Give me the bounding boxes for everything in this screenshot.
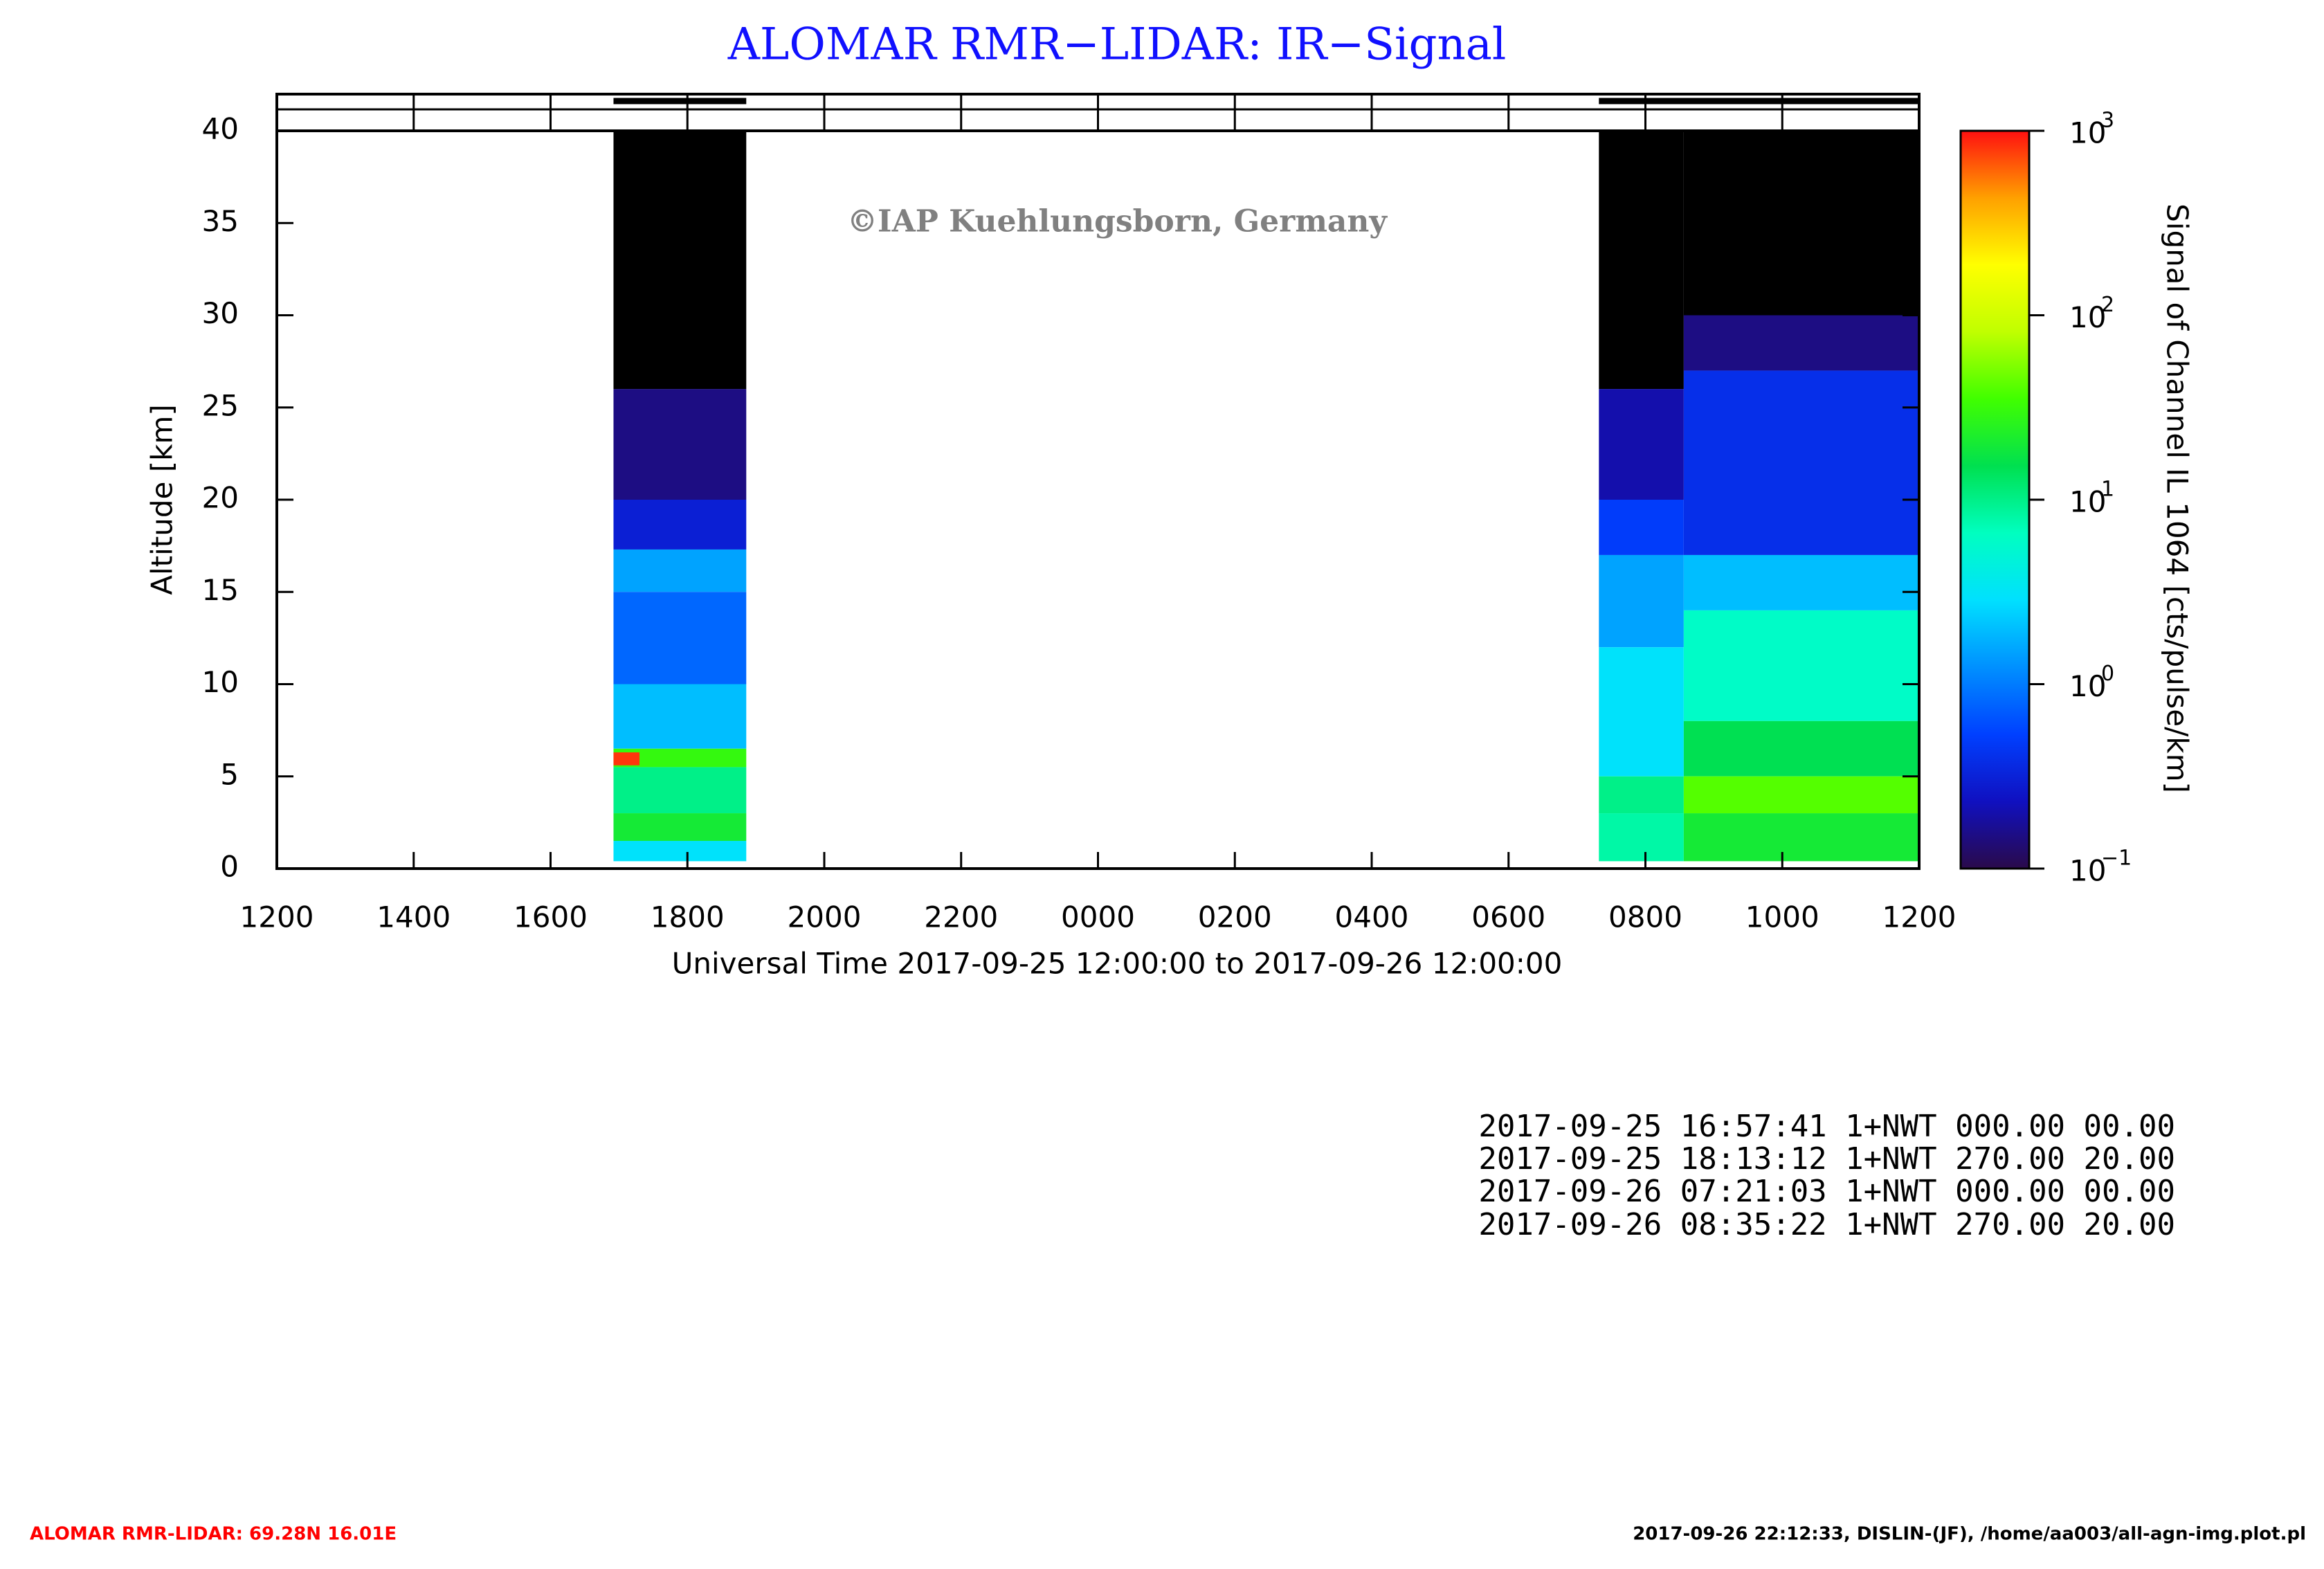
footer-right: 2017-09-26 22:12:33, DISLIN-(JF), /home/… [1633,1524,2306,1545]
colorbar-label: Signal of Channel IL 1064 [cts/pulse/km] [2161,203,2195,793]
x-tick-label: 2200 [924,900,998,934]
colorbar-tick-exponent: 1 [2101,478,2114,502]
x-tick-label: 2000 [788,900,862,934]
heatmap-cell [1599,776,1684,814]
heatmap-cell [613,767,747,814]
colorbar [1959,129,2031,870]
x-tick-label: 1600 [514,900,588,934]
chart-title: ALOMAR RMR−LIDAR: IR−Signal [727,19,1507,71]
colorbar-tick-exponent: 2 [2101,293,2114,317]
x-tick-label: 1400 [376,900,451,934]
heatmap-cell [1599,813,1684,862]
heatmap-cell [613,684,747,749]
colorbar-tick-label: 10 [2069,854,2106,888]
heatmap-cell [613,131,747,390]
heatmap-cell [1599,389,1684,500]
info-line: 2017-09-25 16:57:41 1+NWT 000.00 00.00 [1478,1109,2175,1144]
y-tick-label: 5 [220,757,239,791]
heatmap-cell [1683,610,1919,721]
y-tick-label: 35 [202,204,239,238]
x-tick-label: 1200 [1882,900,1957,934]
heatmap-cell [613,752,640,765]
y-tick-label: 0 [220,850,239,884]
info-line: 2017-09-26 08:35:22 1+NWT 270.00 20.00 [1478,1207,2175,1242]
colorbar-tick-label: 10 [2069,485,2106,519]
colorbar-tick-label: 10 [2069,669,2106,703]
heatmap-cell [1683,131,1919,316]
info-line: 2017-09-26 07:21:03 1+NWT 000.00 00.00 [1478,1174,2175,1209]
heatmap-cell [1599,554,1684,648]
x-tick-label: 0000 [1061,900,1135,934]
x-tick-label: 0800 [1608,900,1682,934]
footer-left: ALOMAR RMR-LIDAR: 69.28N 16.01E [30,1524,397,1545]
colorbar-tick-exponent: 0 [2101,662,2114,686]
heatmap-cell [613,841,747,862]
y-tick-label: 25 [202,388,239,422]
x-tick-label: 0200 [1198,900,1272,934]
colorbar-tick-exponent: 3 [2101,109,2114,133]
heatmap-cell [1683,370,1919,555]
x-tick-label: 1000 [1745,900,1819,934]
y-tick-label: 10 [202,665,239,699]
y-tick-label: 15 [202,573,239,607]
y-tick-label: 30 [202,296,239,330]
colorbar-tick-label: 10 [2069,116,2106,150]
heatmap-cell [613,389,747,500]
heatmap-cell [1683,720,1919,777]
colorbar-tick-label: 10 [2069,300,2106,334]
info-line: 2017-09-25 18:13:12 1+NWT 270.00 20.00 [1478,1141,2175,1177]
x-axis-label: Universal Time 2017-09-25 12:00:00 to 20… [672,947,1563,981]
x-tick-label: 1800 [651,900,725,934]
x-tick-label: 0600 [1471,900,1545,934]
y-tick-label: 20 [202,481,239,515]
x-tick-label: 0400 [1335,900,1409,934]
x-tick-label: 1200 [240,900,314,934]
y-tick-label: 40 [202,112,239,146]
heatmap-cell [1683,813,1919,862]
heatmap-cell [613,592,747,684]
heatmap-cell [1599,500,1684,555]
heatmap-cell [1683,315,1919,371]
heatmap-cell [613,813,747,842]
heatmap-cell [1683,776,1919,814]
heatmap-cell [1599,131,1684,390]
colorbar-tick-exponent: −1 [2101,846,2132,871]
heatmap-cell [1683,554,1919,610]
heatmap-cell [613,549,747,592]
heatmap-cell [613,500,747,550]
heatmap-cell [1599,647,1684,777]
annotation: ©IAP Kuehlungsborn, Germany [847,204,1388,239]
y-axis-label: Altitude [km] [145,404,179,595]
